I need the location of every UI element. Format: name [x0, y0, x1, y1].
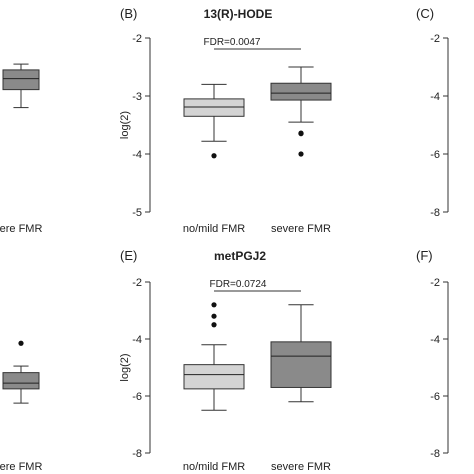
y-tick-label: -8 — [430, 207, 440, 219]
outlier-point — [298, 131, 304, 137]
panel-4: (E) metPGJ2 -2 -4 -6 -8 log(2) FDR=0.0724 no/mil… — [119, 248, 332, 473]
fdr-label: FDR=0.0724 — [210, 279, 267, 290]
panel-5: (F) -2 -4 -6 -8 — [416, 248, 449, 460]
box-iqr — [2, 372, 40, 390]
outlier-point — [298, 151, 304, 157]
panel-letter: (B) — [120, 6, 137, 21]
y-tick-label: -6 — [132, 391, 142, 403]
y-tick-label: -2 — [430, 33, 440, 45]
y-tick-label: -2 — [132, 277, 142, 289]
box-0 — [183, 302, 245, 411]
panel-1: (B) 13(R)-HODE -2 -3 -4 -5 log(2) FDR=0.0047 no/… — [119, 6, 332, 235]
y-tick-label: -2 — [132, 33, 142, 45]
category-label: no/mild FMR — [183, 223, 245, 235]
box-iqr — [270, 82, 332, 101]
y-tick-label: -4 — [430, 334, 440, 346]
box-1 — [2, 340, 40, 404]
y-tick-label: -5 — [132, 207, 142, 219]
panel-0: ere FMR — [0, 63, 42, 235]
chart-title: metPGJ2 — [214, 249, 266, 263]
panel-letter: (C) — [416, 6, 434, 21]
panel-2: (C) -2 -4 -6 -8 — [416, 6, 449, 219]
category-label: severe FMR — [271, 223, 331, 235]
y-axis-label: log(2) — [119, 353, 131, 381]
y-tick-label: -6 — [430, 391, 440, 403]
category-label: ere FMR — [0, 223, 42, 235]
y-axis-label: log(2) — [119, 111, 131, 139]
box-iqr — [183, 364, 245, 390]
y-tick-label: -4 — [132, 149, 142, 161]
category-label: no/mild FMR — [183, 461, 245, 473]
category-label: severe FMR — [271, 461, 331, 473]
y-tick-label: -4 — [132, 334, 142, 346]
box-0 — [183, 83, 245, 159]
box-1 — [270, 304, 332, 403]
y-tick-label: -6 — [430, 149, 440, 161]
y-tick-label: -8 — [430, 448, 440, 460]
y-tick-label: -2 — [430, 277, 440, 289]
box-iqr — [2, 69, 40, 91]
outlier-point — [211, 153, 217, 159]
box-1 — [2, 63, 40, 109]
box-iqr — [270, 341, 332, 388]
outlier-point — [211, 302, 217, 308]
outlier-point — [211, 313, 217, 319]
box-iqr — [183, 98, 245, 117]
y-tick-label: -8 — [132, 448, 142, 460]
chart-title: 13(R)-HODE — [204, 7, 273, 21]
panel-letter: (E) — [120, 248, 137, 263]
outlier-point — [211, 322, 217, 328]
y-tick-label: -3 — [132, 91, 142, 103]
box-1 — [270, 66, 332, 157]
y-tick-label: -4 — [430, 91, 440, 103]
category-label: ere FMR — [0, 461, 42, 473]
fdr-label: FDR=0.0047 — [204, 37, 261, 48]
panel-letter: (F) — [416, 248, 433, 263]
panel-3: ere FMR — [0, 340, 42, 473]
outlier-point — [18, 340, 24, 346]
